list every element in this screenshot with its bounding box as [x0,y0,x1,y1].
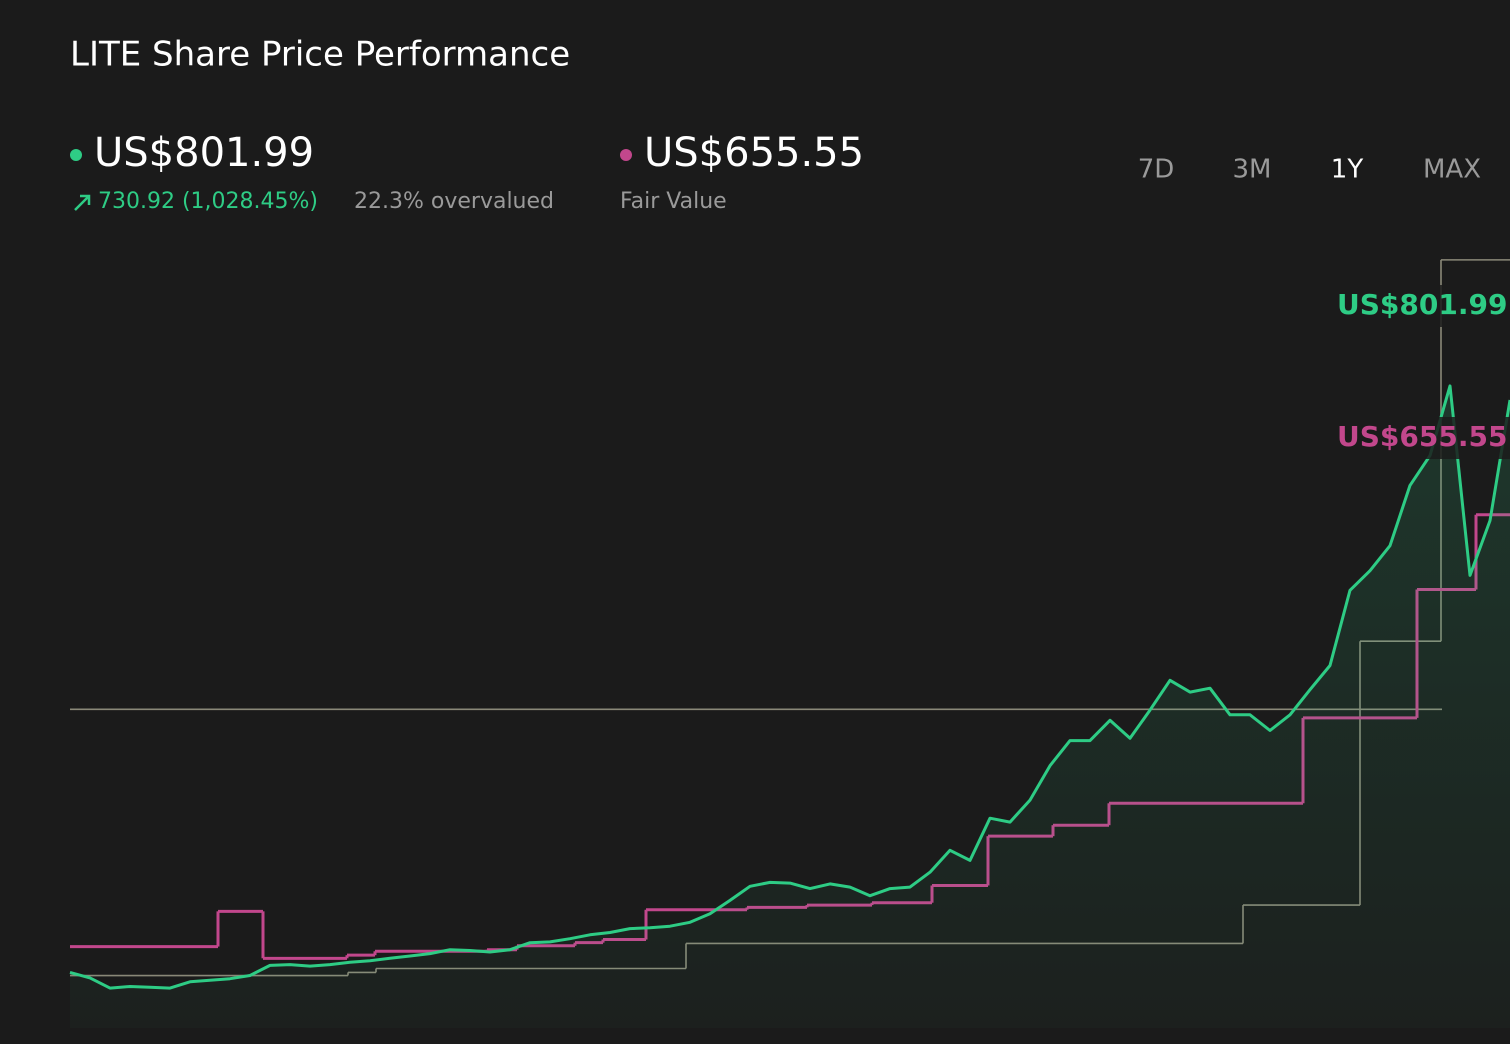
value-label-bg [1327,285,1510,327]
change: 730.92 (1,028.45%) [98,189,318,214]
price: US$801.99 [94,130,314,176]
range-button[interactable]: MAX [1423,155,1481,185]
value-label-bg [1327,417,1510,459]
price-dot [70,149,82,161]
title: LITE Share Price Performance [70,35,570,75]
fair-value: US$655.55 [644,130,864,176]
price-area [70,385,1510,1028]
range-selector: 7D 3M 1Y MAX [1138,155,1481,185]
valuation: 22.3% overvalued [354,189,554,214]
plot: US$801.99 US$655.55 [69,259,1510,1028]
range-button[interactable]: 3M [1233,155,1272,185]
value-label: US$801.99 [1337,288,1507,321]
value-label: US$655.55 [1337,420,1507,453]
fair-value-label: Fair Value [620,189,727,214]
range-button[interactable]: 1Y [1331,155,1364,185]
range-button[interactable]: 7D [1138,155,1175,185]
up-arrow [74,194,91,211]
price-line [69,384,1510,990]
fair-value-dot [620,149,632,161]
